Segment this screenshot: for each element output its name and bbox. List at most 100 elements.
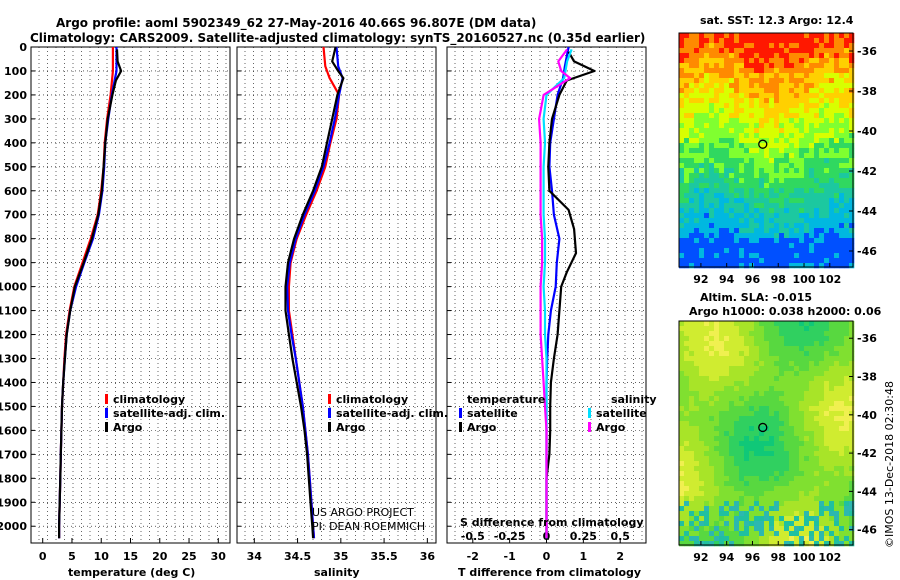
map-cell — [794, 83, 800, 89]
map-cell — [764, 351, 770, 357]
map-cell — [804, 416, 810, 422]
map-cell — [809, 233, 815, 239]
map-cell — [779, 376, 785, 382]
map-cell — [679, 441, 685, 447]
map-cell — [724, 406, 730, 412]
map-cell — [839, 326, 845, 332]
map-cell — [759, 93, 765, 99]
series-line-argo — [284, 46, 345, 539]
map-cell — [789, 326, 795, 332]
map-cell — [734, 228, 740, 234]
map-cell — [769, 506, 775, 512]
map-cell — [679, 33, 685, 39]
map-cell — [844, 158, 850, 164]
map-cell — [764, 346, 770, 352]
map-cell — [849, 138, 855, 144]
map-cell — [689, 406, 695, 412]
header-subtitle: Climatology: CARS2009. Satellite-adjuste… — [30, 31, 645, 46]
map-cell — [844, 336, 850, 342]
map-cell — [739, 436, 745, 442]
map-cell — [834, 391, 840, 397]
map-frame — [678, 320, 854, 546]
map-cell — [734, 321, 740, 327]
map-cell — [729, 426, 735, 432]
map-cell — [789, 401, 795, 407]
map-cell — [769, 103, 775, 109]
map-cell — [744, 83, 750, 89]
map-cell — [724, 223, 730, 229]
map-cell — [779, 531, 785, 537]
map-cell — [754, 178, 760, 184]
map-cell — [754, 361, 760, 367]
map-cell — [719, 128, 725, 134]
map-cell — [714, 263, 720, 269]
map-cell — [679, 481, 685, 487]
map-cell — [764, 436, 770, 442]
map-cell — [824, 213, 830, 219]
map-cell — [694, 486, 700, 492]
map-cell — [809, 506, 815, 512]
map-cell — [694, 258, 700, 264]
map-cell — [714, 223, 720, 229]
map-cell — [784, 248, 790, 254]
map-cell — [729, 381, 735, 387]
map-cell — [739, 158, 745, 164]
map-cell — [784, 163, 790, 169]
map-cell — [704, 103, 710, 109]
map-cell — [704, 108, 710, 114]
map-cell — [824, 233, 830, 239]
map-cell — [819, 536, 825, 542]
map-cell — [759, 441, 765, 447]
map-cell — [694, 223, 700, 229]
map-cell — [774, 248, 780, 254]
map-cell — [834, 258, 840, 264]
map-cell — [849, 501, 855, 507]
map-cell — [759, 511, 765, 517]
map-cell — [779, 38, 785, 44]
map-cell — [794, 138, 800, 144]
map-cell — [794, 396, 800, 402]
map-cell — [749, 366, 755, 372]
map-cell — [809, 501, 815, 507]
map-cell — [744, 153, 750, 159]
map-cell — [784, 253, 790, 259]
map-cell — [734, 441, 740, 447]
map-cell — [829, 253, 835, 259]
map-cell — [779, 188, 785, 194]
map-cell — [744, 431, 750, 437]
map-cell — [704, 406, 710, 412]
map-cell — [724, 203, 730, 209]
map-cell — [814, 233, 820, 239]
map-cell — [734, 128, 740, 134]
map-cell — [754, 486, 760, 492]
map-cell — [729, 223, 735, 229]
map-cell — [704, 118, 710, 124]
map-cell — [754, 83, 760, 89]
map-cell — [759, 263, 765, 269]
map-cell — [774, 431, 780, 437]
map-cell — [764, 521, 770, 527]
map-cell — [684, 411, 690, 417]
map-cell — [729, 88, 735, 94]
map-cell — [829, 416, 835, 422]
map-cell — [784, 331, 790, 337]
map-cell — [684, 58, 690, 64]
map-cell — [759, 203, 765, 209]
map-cell — [694, 153, 700, 159]
map-cell — [714, 163, 720, 169]
map-cell — [789, 441, 795, 447]
map-cell — [694, 521, 700, 527]
map-cell — [739, 88, 745, 94]
map-cell — [694, 253, 700, 259]
map-cell — [694, 356, 700, 362]
map-cell — [804, 158, 810, 164]
map-cell — [764, 391, 770, 397]
map-cell — [839, 73, 845, 79]
map-cell — [744, 258, 750, 264]
map-cell — [824, 78, 830, 84]
map-cell — [759, 491, 765, 497]
map-cell — [734, 436, 740, 442]
map-cell — [769, 321, 775, 327]
map-cell — [749, 456, 755, 462]
map-cell — [684, 203, 690, 209]
